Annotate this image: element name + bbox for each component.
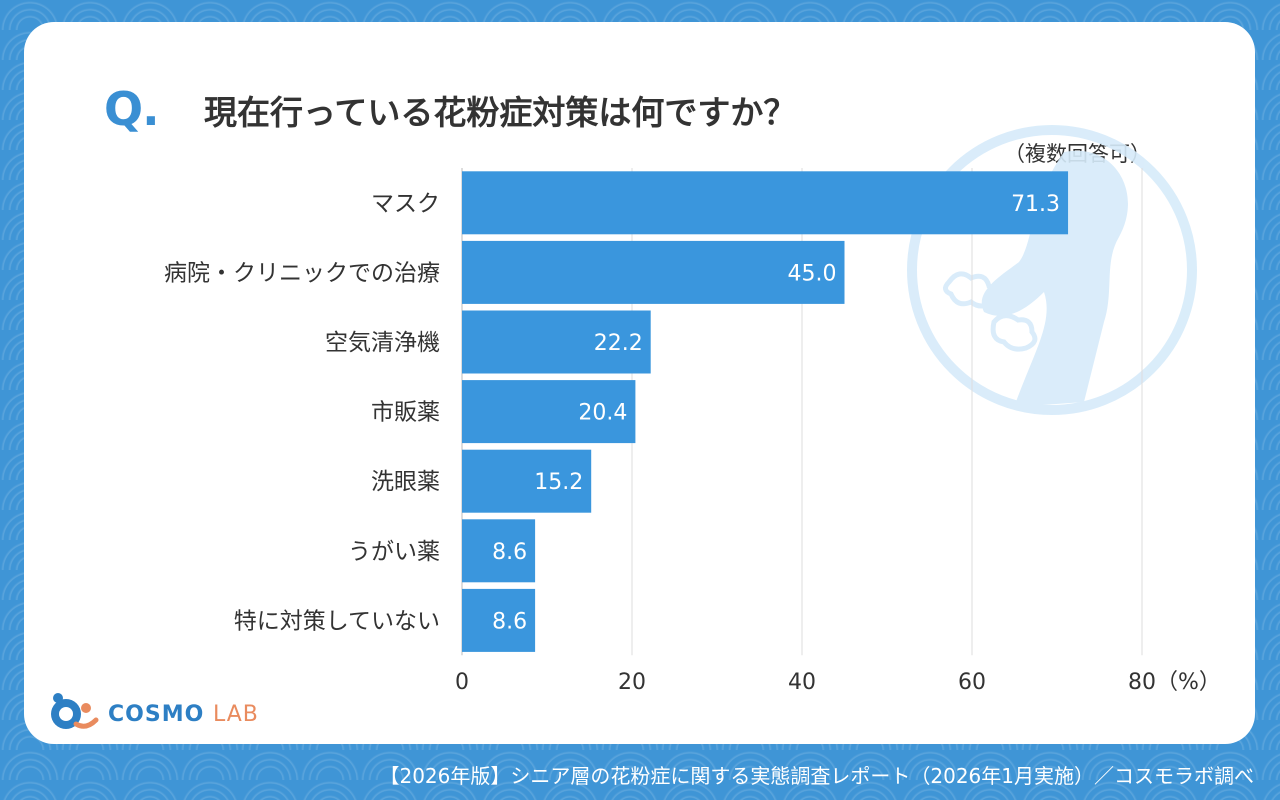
x-tick-label: 40	[788, 670, 816, 695]
bar-value-label: 20.4	[578, 401, 627, 426]
x-tick-label: 20	[618, 670, 646, 695]
cosmo-lab-logo-icon	[51, 693, 99, 729]
bar-value-label: 45.0	[788, 261, 837, 286]
bar	[462, 380, 636, 444]
x-tick-label: 0	[455, 670, 469, 695]
bar	[462, 588, 536, 652]
category-label: 市販薬	[371, 400, 440, 426]
bar	[462, 449, 592, 513]
category-label: うがい薬	[348, 539, 440, 565]
bar-value-label: 15.2	[534, 470, 583, 495]
bar-value-label: 71.3	[1011, 192, 1060, 217]
bar-value-label: 8.6	[492, 609, 527, 634]
logo-brand: COSMO	[108, 702, 205, 727]
coughing-person-icon	[907, 125, 1197, 415]
bar	[462, 240, 845, 304]
category-label: 病院・クリニックでの治療	[164, 260, 440, 286]
x-tick-label: 60	[958, 670, 986, 695]
bar	[462, 519, 536, 583]
bar	[462, 310, 651, 374]
bar-value-label: 22.2	[594, 331, 643, 356]
bar	[462, 171, 1069, 235]
category-label: 空気清浄機	[325, 330, 440, 356]
category-label: 特に対策していない	[234, 608, 440, 634]
logo-suffix: LAB	[212, 702, 259, 727]
source-footnote: 【2026年版】シニア層の花粉症に関する実態調査レポート（2026年1月実施）／…	[379, 764, 1254, 788]
question-mark-label: Q.	[104, 82, 160, 136]
chart-bars: 71.3 45.0 22.2 20.4 15.2 8.6 8.6	[462, 171, 1069, 652]
x-tick-label: 80（%）	[1128, 670, 1221, 695]
bar-value-label: 8.6	[492, 540, 527, 565]
category-label: 洗眼薬	[371, 469, 440, 495]
chart-x-ticks: 0 20 40 60 80（%）	[455, 670, 1221, 695]
bar-chart: 71.3 45.0 22.2 20.4 15.2 8.6 8.6 マスク病院・クリニックでの…	[164, 125, 1221, 695]
category-label: マスク	[371, 191, 440, 217]
chart-title: 現在行っている花粉症対策は何ですか？	[204, 93, 797, 132]
chart-card: Q. 現在行っている花粉症対策は何ですか？ （複数回答可） 71.345.022…	[24, 22, 1255, 744]
logo-text: COSMO LAB	[108, 702, 259, 727]
